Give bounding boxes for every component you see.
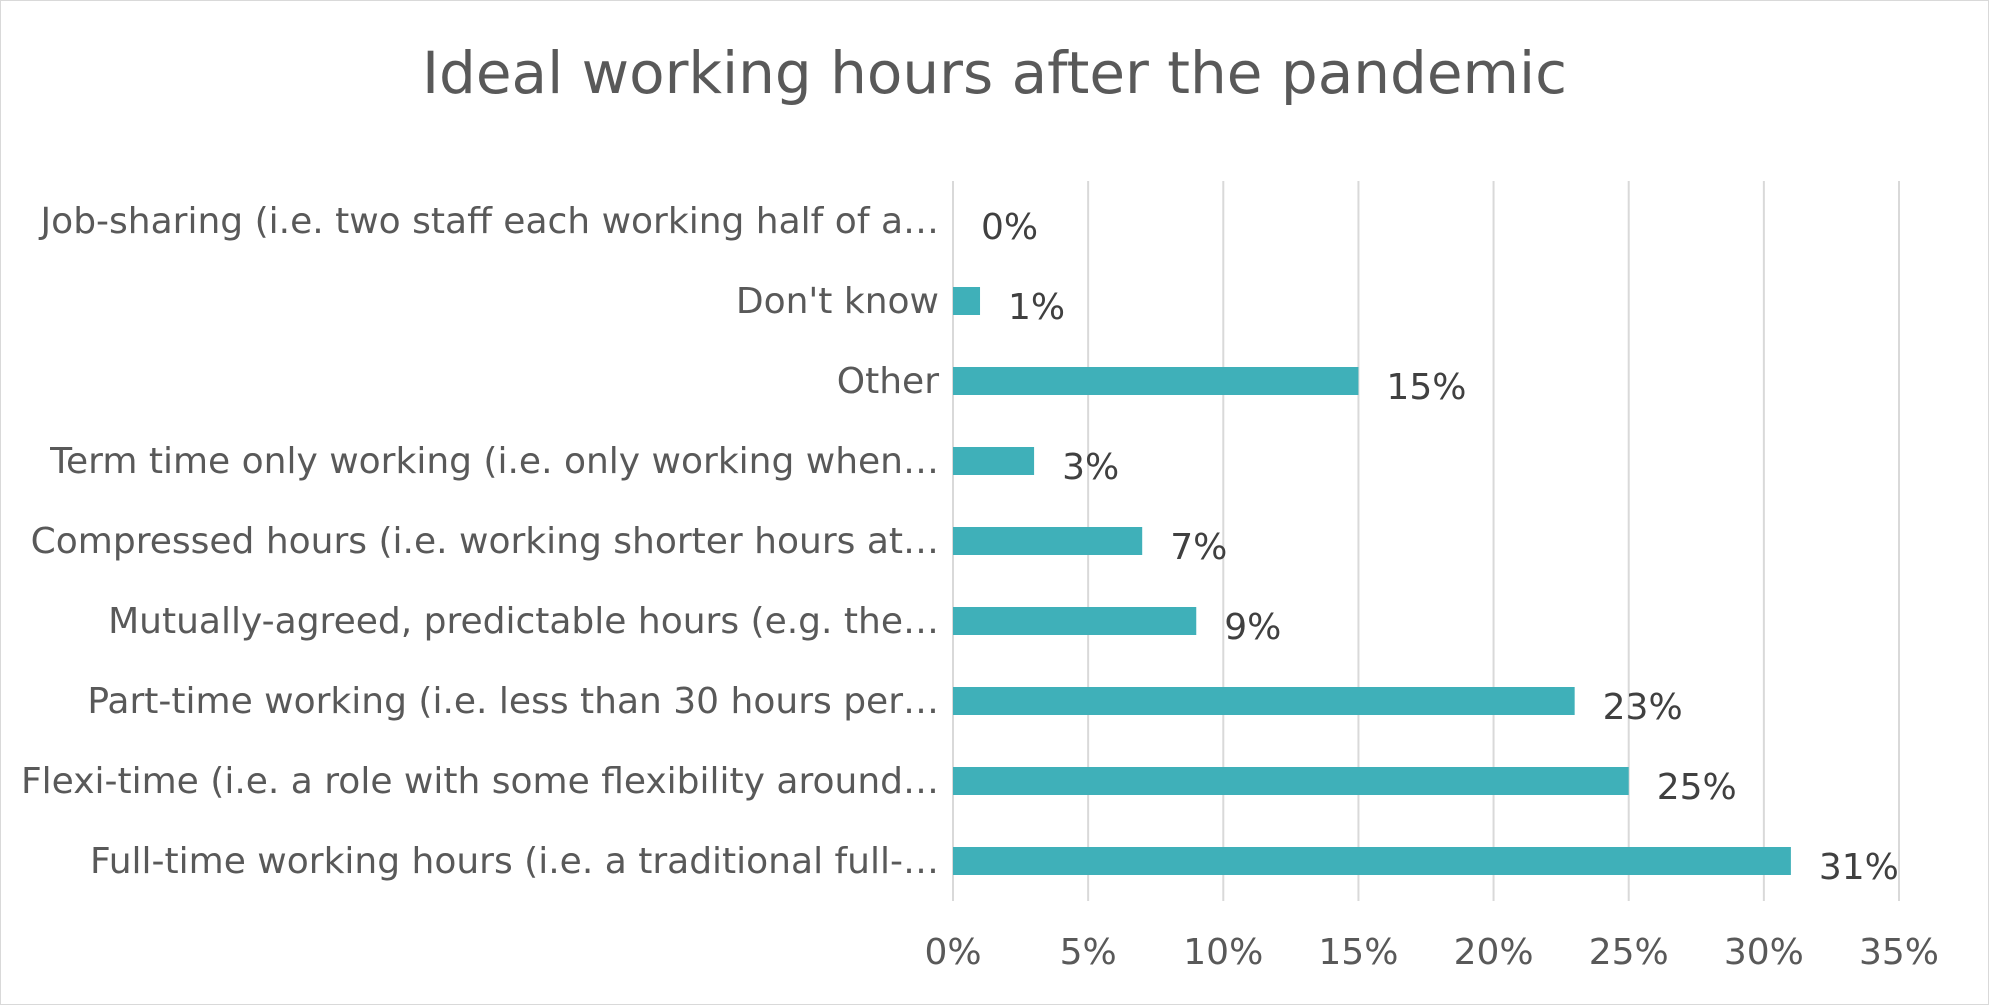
category-label: Other — [837, 361, 939, 402]
bar — [953, 287, 981, 315]
data-label: 0% — [981, 207, 1038, 248]
x-tick-label: 35% — [1859, 932, 1939, 973]
category-label: Part-time working (i.e. less than 30 hou… — [87, 681, 939, 722]
category-label: Don't know — [736, 281, 939, 322]
bar — [953, 527, 1143, 555]
bar — [953, 607, 1197, 635]
data-label: 25% — [1657, 767, 1737, 808]
bar — [953, 767, 1629, 795]
data-label: 9% — [1224, 607, 1281, 648]
bar — [953, 847, 1791, 875]
x-tick-label: 0% — [924, 932, 981, 973]
data-label: 23% — [1603, 687, 1683, 728]
data-label: 15% — [1386, 367, 1466, 408]
x-tick-label: 25% — [1589, 932, 1669, 973]
chart-title: Ideal working hours after the pandemic — [421, 39, 1568, 107]
category-label: Term time only working (i.e. only workin… — [49, 441, 939, 482]
bar — [953, 447, 1035, 475]
x-tick-label: 10% — [1183, 932, 1263, 973]
category-label: Mutually-agreed, predictable hours (e.g.… — [108, 601, 939, 642]
category-label: Full-time working hours (i.e. a traditio… — [90, 841, 939, 882]
x-tick-label: 15% — [1318, 932, 1398, 973]
bar — [953, 367, 1359, 395]
data-label: 7% — [1170, 527, 1227, 568]
data-label: 1% — [1008, 287, 1065, 328]
x-tick-label: 30% — [1724, 932, 1804, 973]
category-label: Flexi-time (i.e. a role with some flexib… — [21, 761, 939, 802]
data-label: 3% — [1062, 447, 1119, 488]
x-tick-label: 5% — [1060, 932, 1117, 973]
category-label: Compressed hours (i.e. working shorter h… — [31, 521, 939, 562]
x-tick-label: 20% — [1454, 932, 1534, 973]
category-label: Job-sharing (i.e. two staff each working… — [39, 201, 939, 242]
bar — [953, 687, 1575, 715]
data-label: 31% — [1819, 847, 1899, 888]
